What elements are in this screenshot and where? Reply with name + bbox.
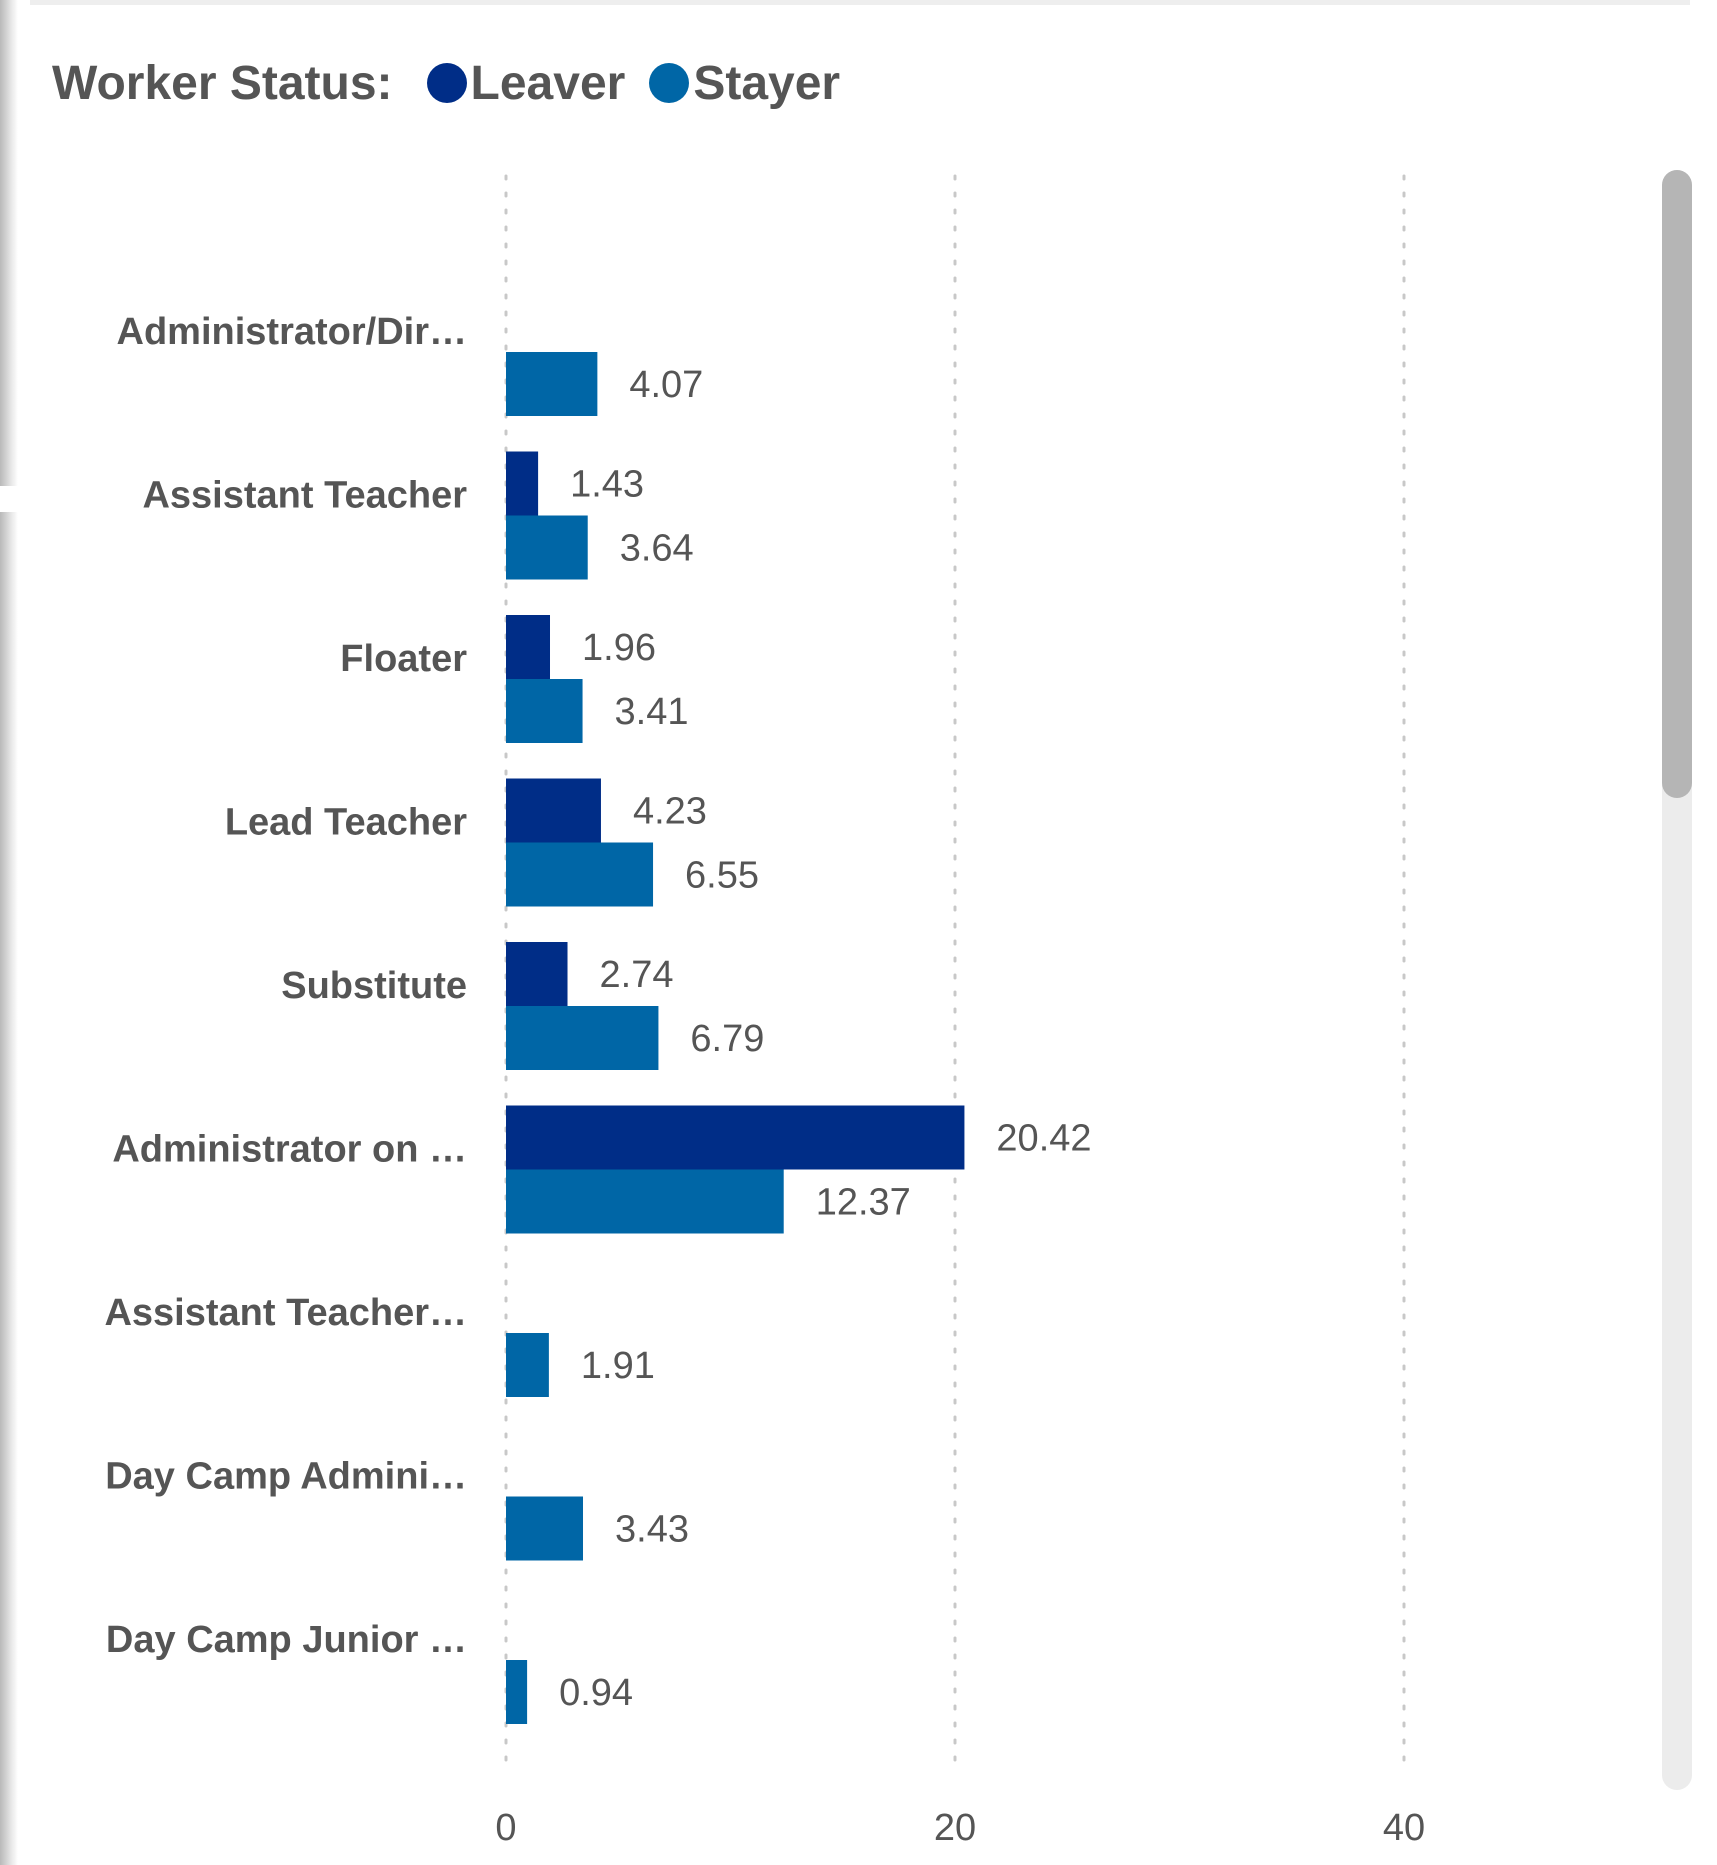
scrollbar-thumb[interactable] — [1662, 170, 1692, 798]
data-label-stayer: 0.94 — [559, 1672, 633, 1714]
data-label-stayer: 6.55 — [685, 855, 759, 897]
bar-stayer — [506, 1660, 528, 1724]
bar-leaver — [506, 615, 551, 679]
category-label: Day Camp Admini… — [105, 1456, 467, 1498]
legend-label-leaver: Leaver — [470, 56, 626, 110]
x-tick-label: 40 — [1383, 1807, 1425, 1849]
bar-leaver — [506, 451, 539, 516]
category-label: Substitute — [281, 965, 467, 1007]
bar-stayer — [506, 679, 583, 743]
bar-stayer — [506, 1496, 584, 1561]
data-label-stayer: 1.91 — [581, 1345, 655, 1387]
bar-stayer — [506, 842, 654, 907]
legend-title: Worker Status: — [52, 56, 393, 110]
bar-stayer — [506, 1333, 549, 1397]
data-label-leaver: 1.43 — [570, 464, 644, 506]
category-label: Assistant Teacher… — [104, 1292, 467, 1334]
x-tick-label: 20 — [934, 1807, 976, 1849]
bar-stayer — [506, 1169, 784, 1234]
category-label: Administrator/Dir… — [117, 311, 467, 353]
data-label-stayer: 3.41 — [615, 691, 689, 733]
category-label: Day Camp Junior … — [106, 1619, 467, 1661]
category-label: Administrator on … — [112, 1129, 467, 1171]
data-label-stayer: 6.79 — [690, 1018, 764, 1060]
bar-leaver — [506, 778, 601, 843]
category-label: Assistant Teacher — [142, 475, 467, 517]
data-label-leaver: 4.23 — [633, 791, 707, 833]
panel-edge-gap — [0, 486, 20, 512]
legend: Worker Status: Leaver Stayer — [52, 48, 864, 118]
legend-item-leaver[interactable]: Leaver — [426, 56, 626, 111]
x-tick-label: 0 — [495, 1807, 516, 1849]
data-label-leaver: 20.42 — [996, 1118, 1091, 1160]
legend-marker-leaver — [426, 63, 467, 103]
bar-leaver — [506, 942, 568, 1006]
bar-stayer — [506, 1006, 659, 1070]
bar-leaver — [506, 1105, 965, 1170]
data-label-leaver: 2.74 — [600, 954, 674, 996]
panel-edge-shadow — [0, 0, 18, 1865]
legend-item-stayer[interactable]: Stayer — [649, 56, 840, 111]
data-label-stayer: 3.64 — [620, 528, 694, 570]
data-label-stayer: 12.37 — [816, 1182, 911, 1224]
bar-stayer — [506, 352, 598, 416]
bar-stayer — [506, 515, 588, 580]
legend-label-stayer: Stayer — [693, 56, 841, 110]
panel-top-edge — [30, 0, 1690, 5]
category-label: Lead Teacher — [225, 802, 467, 844]
legend-marker-stayer — [649, 63, 690, 103]
data-label-stayer: 4.07 — [629, 364, 703, 406]
data-label-leaver: 1.96 — [582, 627, 656, 669]
data-label-stayer: 3.43 — [615, 1509, 689, 1551]
category-label: Floater — [340, 638, 467, 680]
